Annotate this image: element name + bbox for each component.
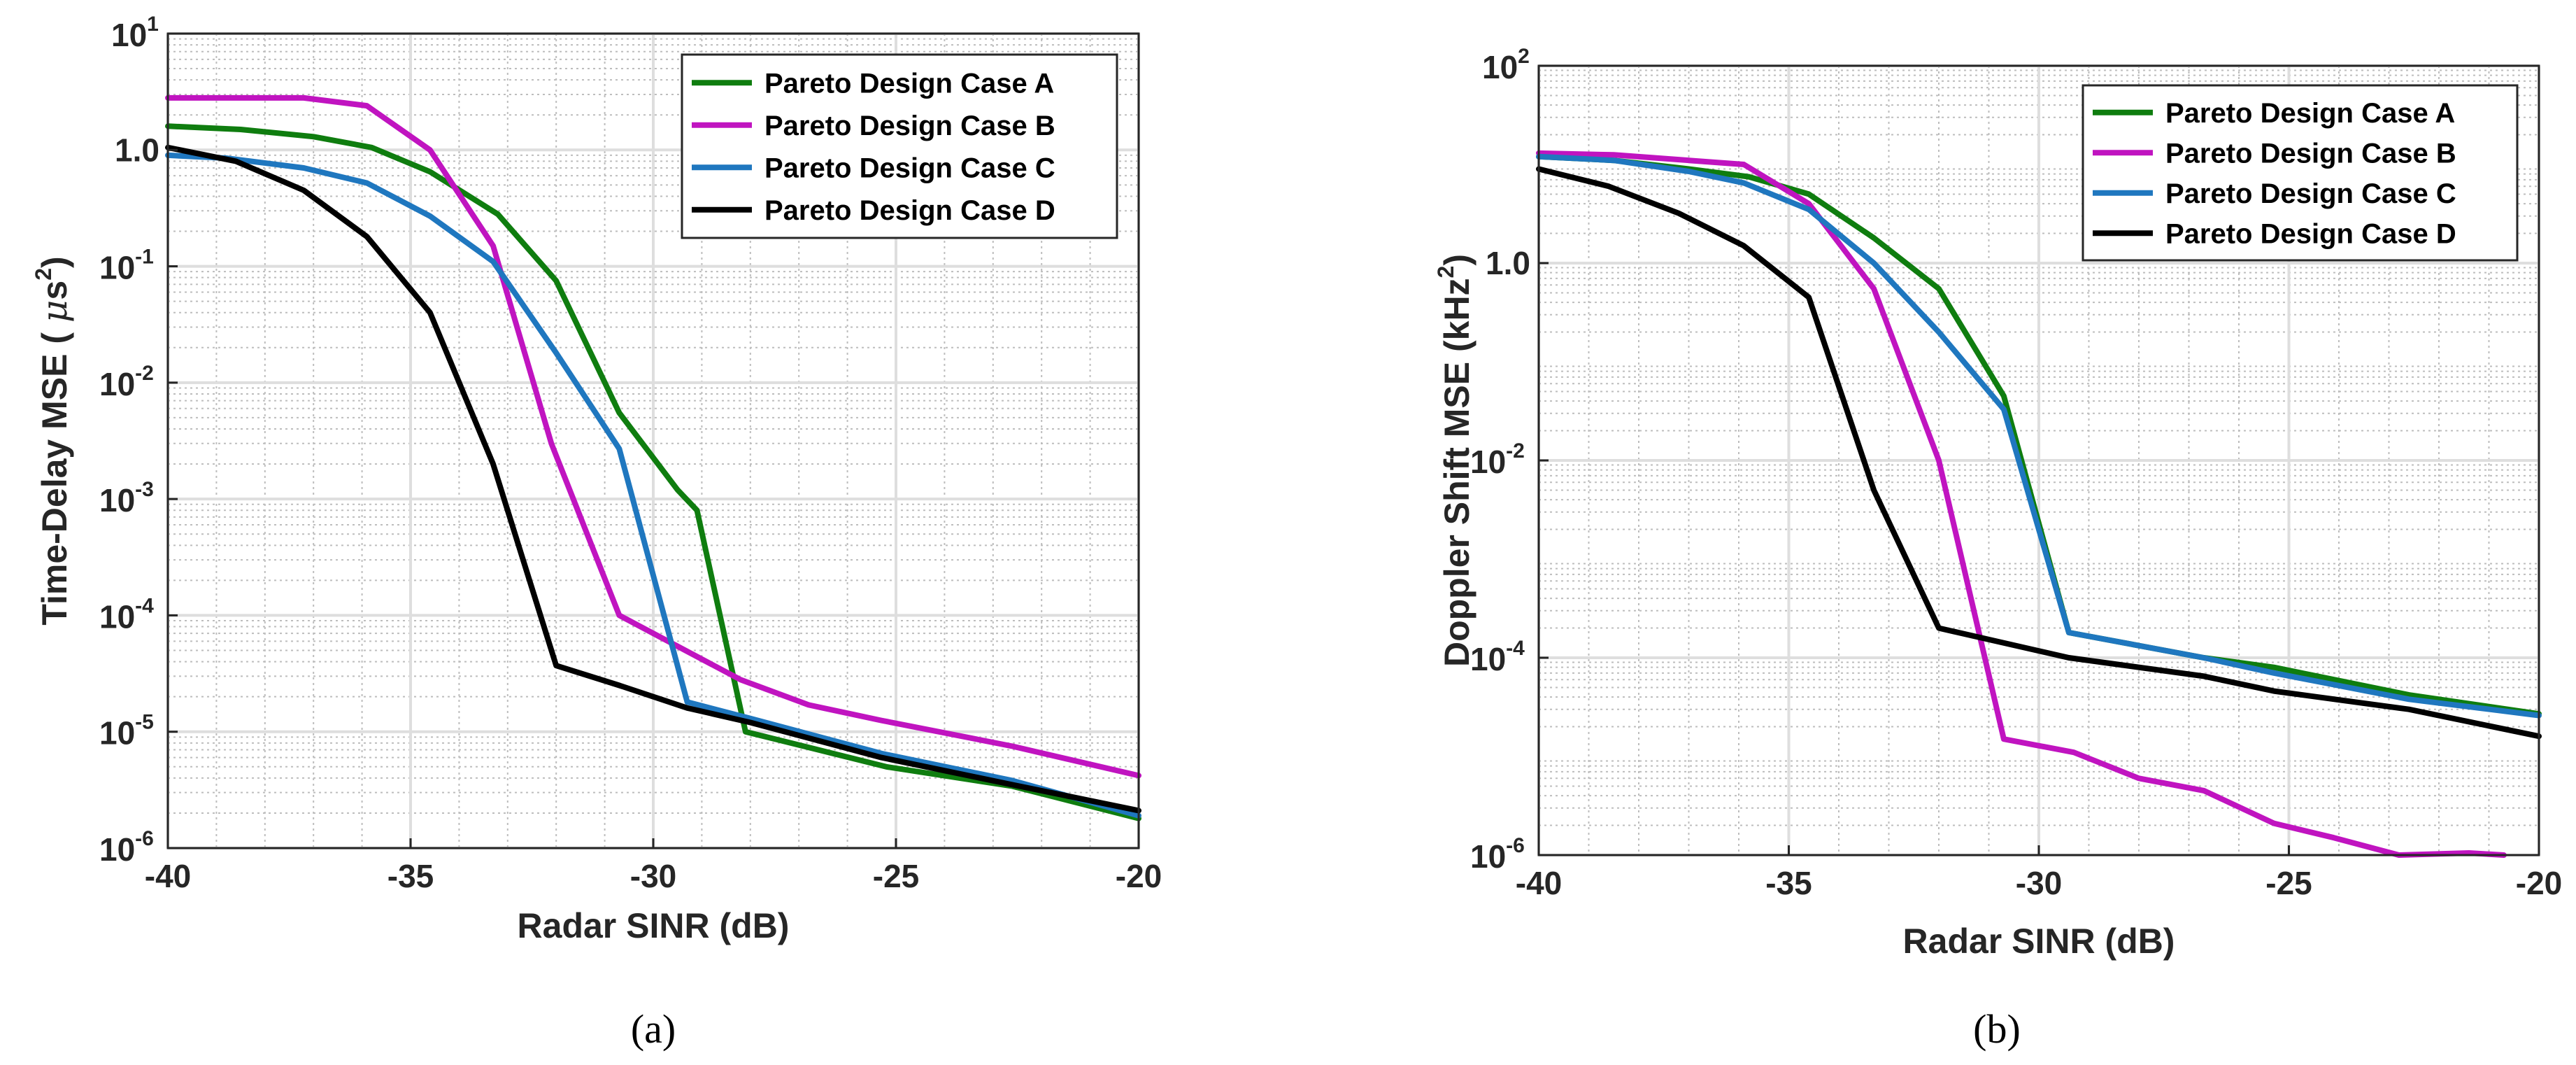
panel-a-ticks: -40 -35 -30 -25 -2010-610-510-410-310-210-11…	[99, 13, 1162, 894]
y-tick-base: 10	[99, 715, 135, 752]
x-tick-label: -20	[2516, 865, 2562, 901]
panel-a-series	[165, 94, 1141, 821]
ylabel-part: Time-Delay MSE (	[35, 323, 74, 626]
y-tick-label: 10-2	[1470, 439, 1525, 480]
panel-b-legend: Pareto Design Case A Pareto Design Case B…	[2082, 84, 2519, 262]
panel-b-y-axis-label: Doppler Shift MSE (kHz2)	[1433, 254, 1476, 667]
y-tick-label: 101	[111, 13, 159, 53]
legend-label-case-c: Pareto Design Case C	[2165, 178, 2456, 209]
panel-a-x-axis-label: Radar SINR (dB)	[518, 906, 790, 945]
x-tick-label: -20	[1116, 858, 1162, 894]
y-tick-base: 10	[111, 17, 147, 53]
series-line-case-c	[1536, 153, 2542, 719]
panel-b-caption: (b)	[1973, 1006, 2021, 1052]
series-line-case-b	[165, 94, 1141, 779]
y-tick-exponent: -1	[135, 246, 154, 269]
y-tick-label: 10-6	[1470, 834, 1525, 875]
panel-a-time-delay-mse: -40 -35 -30 -25 -2010-610-510-410-310-210-11…	[31, 13, 1162, 1052]
y-tick-label: 1.0	[115, 132, 159, 168]
panel-a-legend: Pareto Design Case A Pareto Design Case B…	[681, 53, 1118, 239]
series-line-case-d	[1536, 166, 2542, 740]
panel-a-caption: (a)	[631, 1006, 676, 1052]
legend-label-case-a: Pareto Design Case A	[2165, 98, 2455, 129]
y-tick-label: 10-6	[99, 827, 154, 868]
y-tick-exponent: -4	[135, 594, 154, 617]
ylabel-part: )	[35, 256, 74, 268]
x-tick-label: -40	[1516, 865, 1562, 901]
y-tick-base: 10	[99, 831, 135, 868]
y-tick-base: 10	[99, 482, 135, 519]
ylabel-part: )	[1437, 254, 1476, 266]
y-tick-exponent: -4	[1506, 637, 1525, 660]
x-tick-label: -35	[387, 858, 434, 894]
legend-label-case-a: Pareto Design Case A	[764, 68, 1054, 99]
x-tick-label: -30	[2016, 865, 2062, 901]
panel-a-y-axis-label: Time-Delay MSE ( μs2)	[31, 256, 75, 625]
legend-label-case-b: Pareto Design Case B	[764, 111, 1055, 141]
panel-b-x-axis-label: Radar SINR (dB)	[1903, 922, 2175, 961]
y-tick-label: 10-4	[1470, 637, 1525, 677]
y-tick-base: 10	[99, 366, 135, 402]
x-tick-label: -40	[145, 858, 191, 894]
y-tick-exponent: -2	[135, 362, 154, 385]
legend-box	[681, 53, 1118, 239]
y-tick-label: 10-3	[99, 478, 154, 519]
legend-label-case-d: Pareto Design Case D	[2165, 218, 2456, 249]
y-tick-exponent: -6	[135, 827, 154, 850]
series-line-case-b	[1536, 150, 2507, 858]
y-tick-label: 102	[1482, 45, 1530, 85]
y-tick-exponent: 2	[1518, 45, 1530, 68]
legend-label-case-c: Pareto Design Case C	[764, 153, 1055, 183]
y-tick-exponent: -3	[135, 478, 154, 501]
y-tick-exponent: -2	[1506, 439, 1525, 463]
series-line-case-a	[165, 123, 1141, 821]
series-line-case-d	[165, 144, 1141, 814]
y-tick-label: 10-2	[99, 362, 154, 402]
panel-b-series	[1536, 150, 2542, 858]
legend-label-case-d: Pareto Design Case D	[764, 195, 1055, 226]
y-tick-label: 10-4	[99, 594, 154, 635]
ylabel-part: s	[35, 281, 74, 300]
y-tick-exponent: -6	[1506, 834, 1525, 857]
legend-box	[2082, 84, 2519, 262]
y-tick-base: 10	[1470, 444, 1506, 480]
x-tick-label: -35	[1765, 865, 1812, 901]
y-tick-label: 10-5	[99, 711, 154, 752]
y-tick-label: 10-1	[99, 246, 154, 286]
ylabel-mu: μ	[34, 300, 75, 323]
series-line-case-c	[165, 152, 1141, 819]
y-tick-base: 10	[1470, 641, 1506, 677]
legend-label-case-b: Pareto Design Case B	[2165, 138, 2456, 169]
x-tick-label: -30	[630, 858, 676, 894]
y-tick-exponent: -5	[135, 711, 154, 734]
y-tick-base: 10	[1470, 838, 1506, 875]
x-tick-label: -25	[873, 858, 919, 894]
ylabel-superscript: 2	[1433, 266, 1458, 278]
ylabel-part: Doppler Shift MSE (kHz	[1437, 278, 1476, 667]
y-tick-exponent: 1	[147, 13, 159, 36]
y-tick-base: 10	[1482, 49, 1518, 85]
y-tick-base: 10	[99, 250, 135, 286]
y-tick-label: 1.0	[1486, 245, 1530, 281]
x-tick-label: -25	[2265, 865, 2312, 901]
ylabel-superscript: 2	[31, 268, 56, 281]
y-tick-base: 10	[99, 598, 135, 635]
